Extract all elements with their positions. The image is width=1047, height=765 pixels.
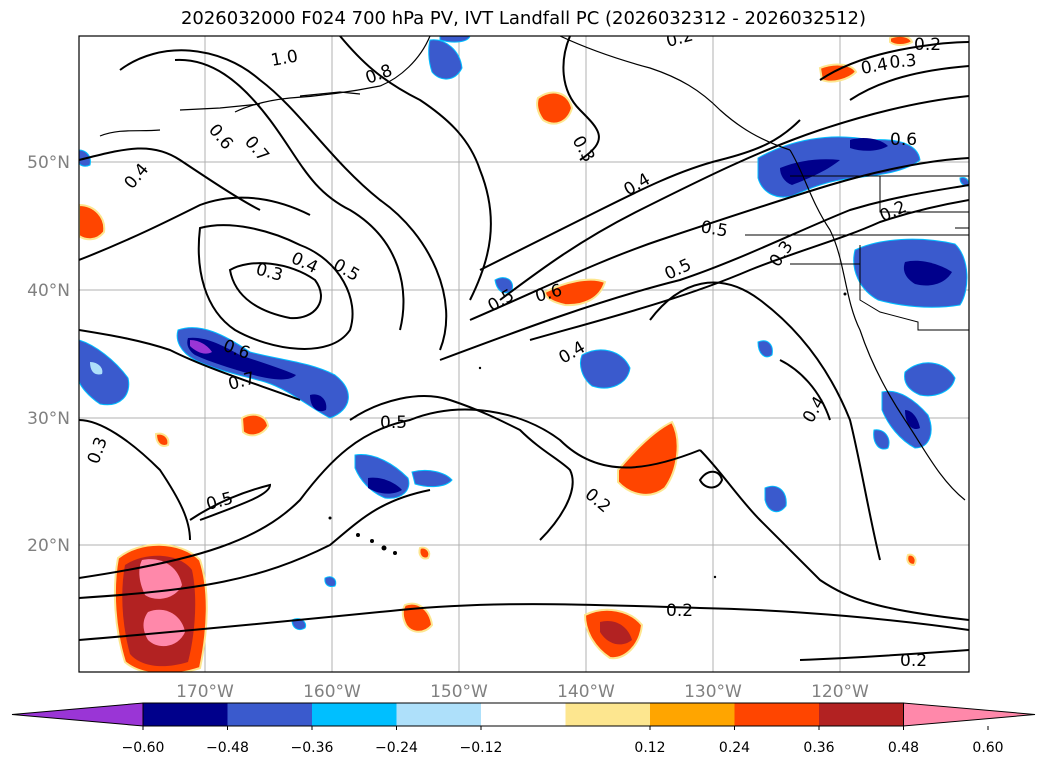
islands — [328, 292, 847, 579]
contour-label: 0.2 — [914, 35, 941, 55]
colorbar-segment — [312, 703, 397, 726]
lon-label: 170°W — [176, 682, 234, 702]
contour-label: 0.3 — [889, 51, 918, 73]
colorbar-segment — [396, 703, 482, 726]
lon-label: 140°W — [557, 682, 615, 702]
colorbar-tick-label: 0.60 — [972, 740, 1003, 756]
pv-contours — [79, 36, 969, 661]
contour-label: 0.5 — [699, 217, 729, 241]
colorbar-segment — [650, 703, 735, 726]
colorbar-segment — [143, 703, 228, 726]
colorbar-tick-label: 0.24 — [719, 740, 750, 756]
lon-label: 150°W — [430, 682, 488, 702]
negative-pv-regions — [79, 36, 969, 631]
colorbar-tick-label: −0.12 — [460, 740, 503, 756]
contour-label: 1.0 — [269, 47, 299, 71]
positive-pv-regions — [79, 36, 917, 672]
contour-label: 0.4 — [859, 55, 889, 79]
colorbar-tick-label: −0.36 — [291, 740, 334, 756]
colorbar-tick-label: −0.24 — [375, 740, 418, 756]
contour-label: 0.5 — [380, 413, 407, 433]
lat-label: 40°N — [27, 281, 70, 301]
colorbar — [11, 702, 1036, 727]
coastlines — [99, 36, 969, 501]
colorbar-extend-low — [11, 702, 144, 727]
colorbar-extend-high — [903, 702, 1036, 727]
colorbar-segment — [819, 703, 904, 726]
map-title: 2026032000 F024 700 hPa PV, IVT Landfall… — [180, 8, 867, 29]
colorbar-segment — [481, 703, 566, 726]
lat-label: 30°N — [27, 409, 70, 429]
latitude-labels: 50°N 40°N 30°N 20°N — [27, 153, 70, 556]
colorbar-segment — [565, 703, 651, 726]
colorbar-segment — [734, 703, 820, 726]
colorbar-frame — [142, 702, 904, 727]
colorbar-ticks: −0.60 −0.48 −0.36 −0.24 −0.12 0.12 0.24 0.36 0.4… — [122, 726, 1004, 756]
longitude-labels: 170°W 160°W 150°W 140°W 130°W 120°W — [176, 682, 869, 702]
map-frame — [78, 35, 970, 673]
contour-label: 0.2 — [900, 651, 927, 671]
colorbar-tick-label: 0.48 — [888, 740, 919, 756]
colorbar-tick-label: 0.36 — [803, 740, 834, 756]
lon-label: 160°W — [303, 682, 361, 702]
lat-label: 50°N — [27, 153, 70, 173]
colorbar-segment — [227, 703, 313, 726]
contour-label: 0.2 — [666, 601, 693, 621]
colorbar-tick-label: 0.12 — [634, 740, 665, 756]
colorbar-tick-label: −0.48 — [206, 740, 249, 756]
lat-label: 20°N — [27, 536, 70, 556]
contour-label: 0.6 — [890, 130, 917, 150]
lon-label: 130°W — [684, 682, 742, 702]
colorbar-tick-label: −0.60 — [122, 740, 165, 756]
lon-label: 120°W — [811, 682, 869, 702]
